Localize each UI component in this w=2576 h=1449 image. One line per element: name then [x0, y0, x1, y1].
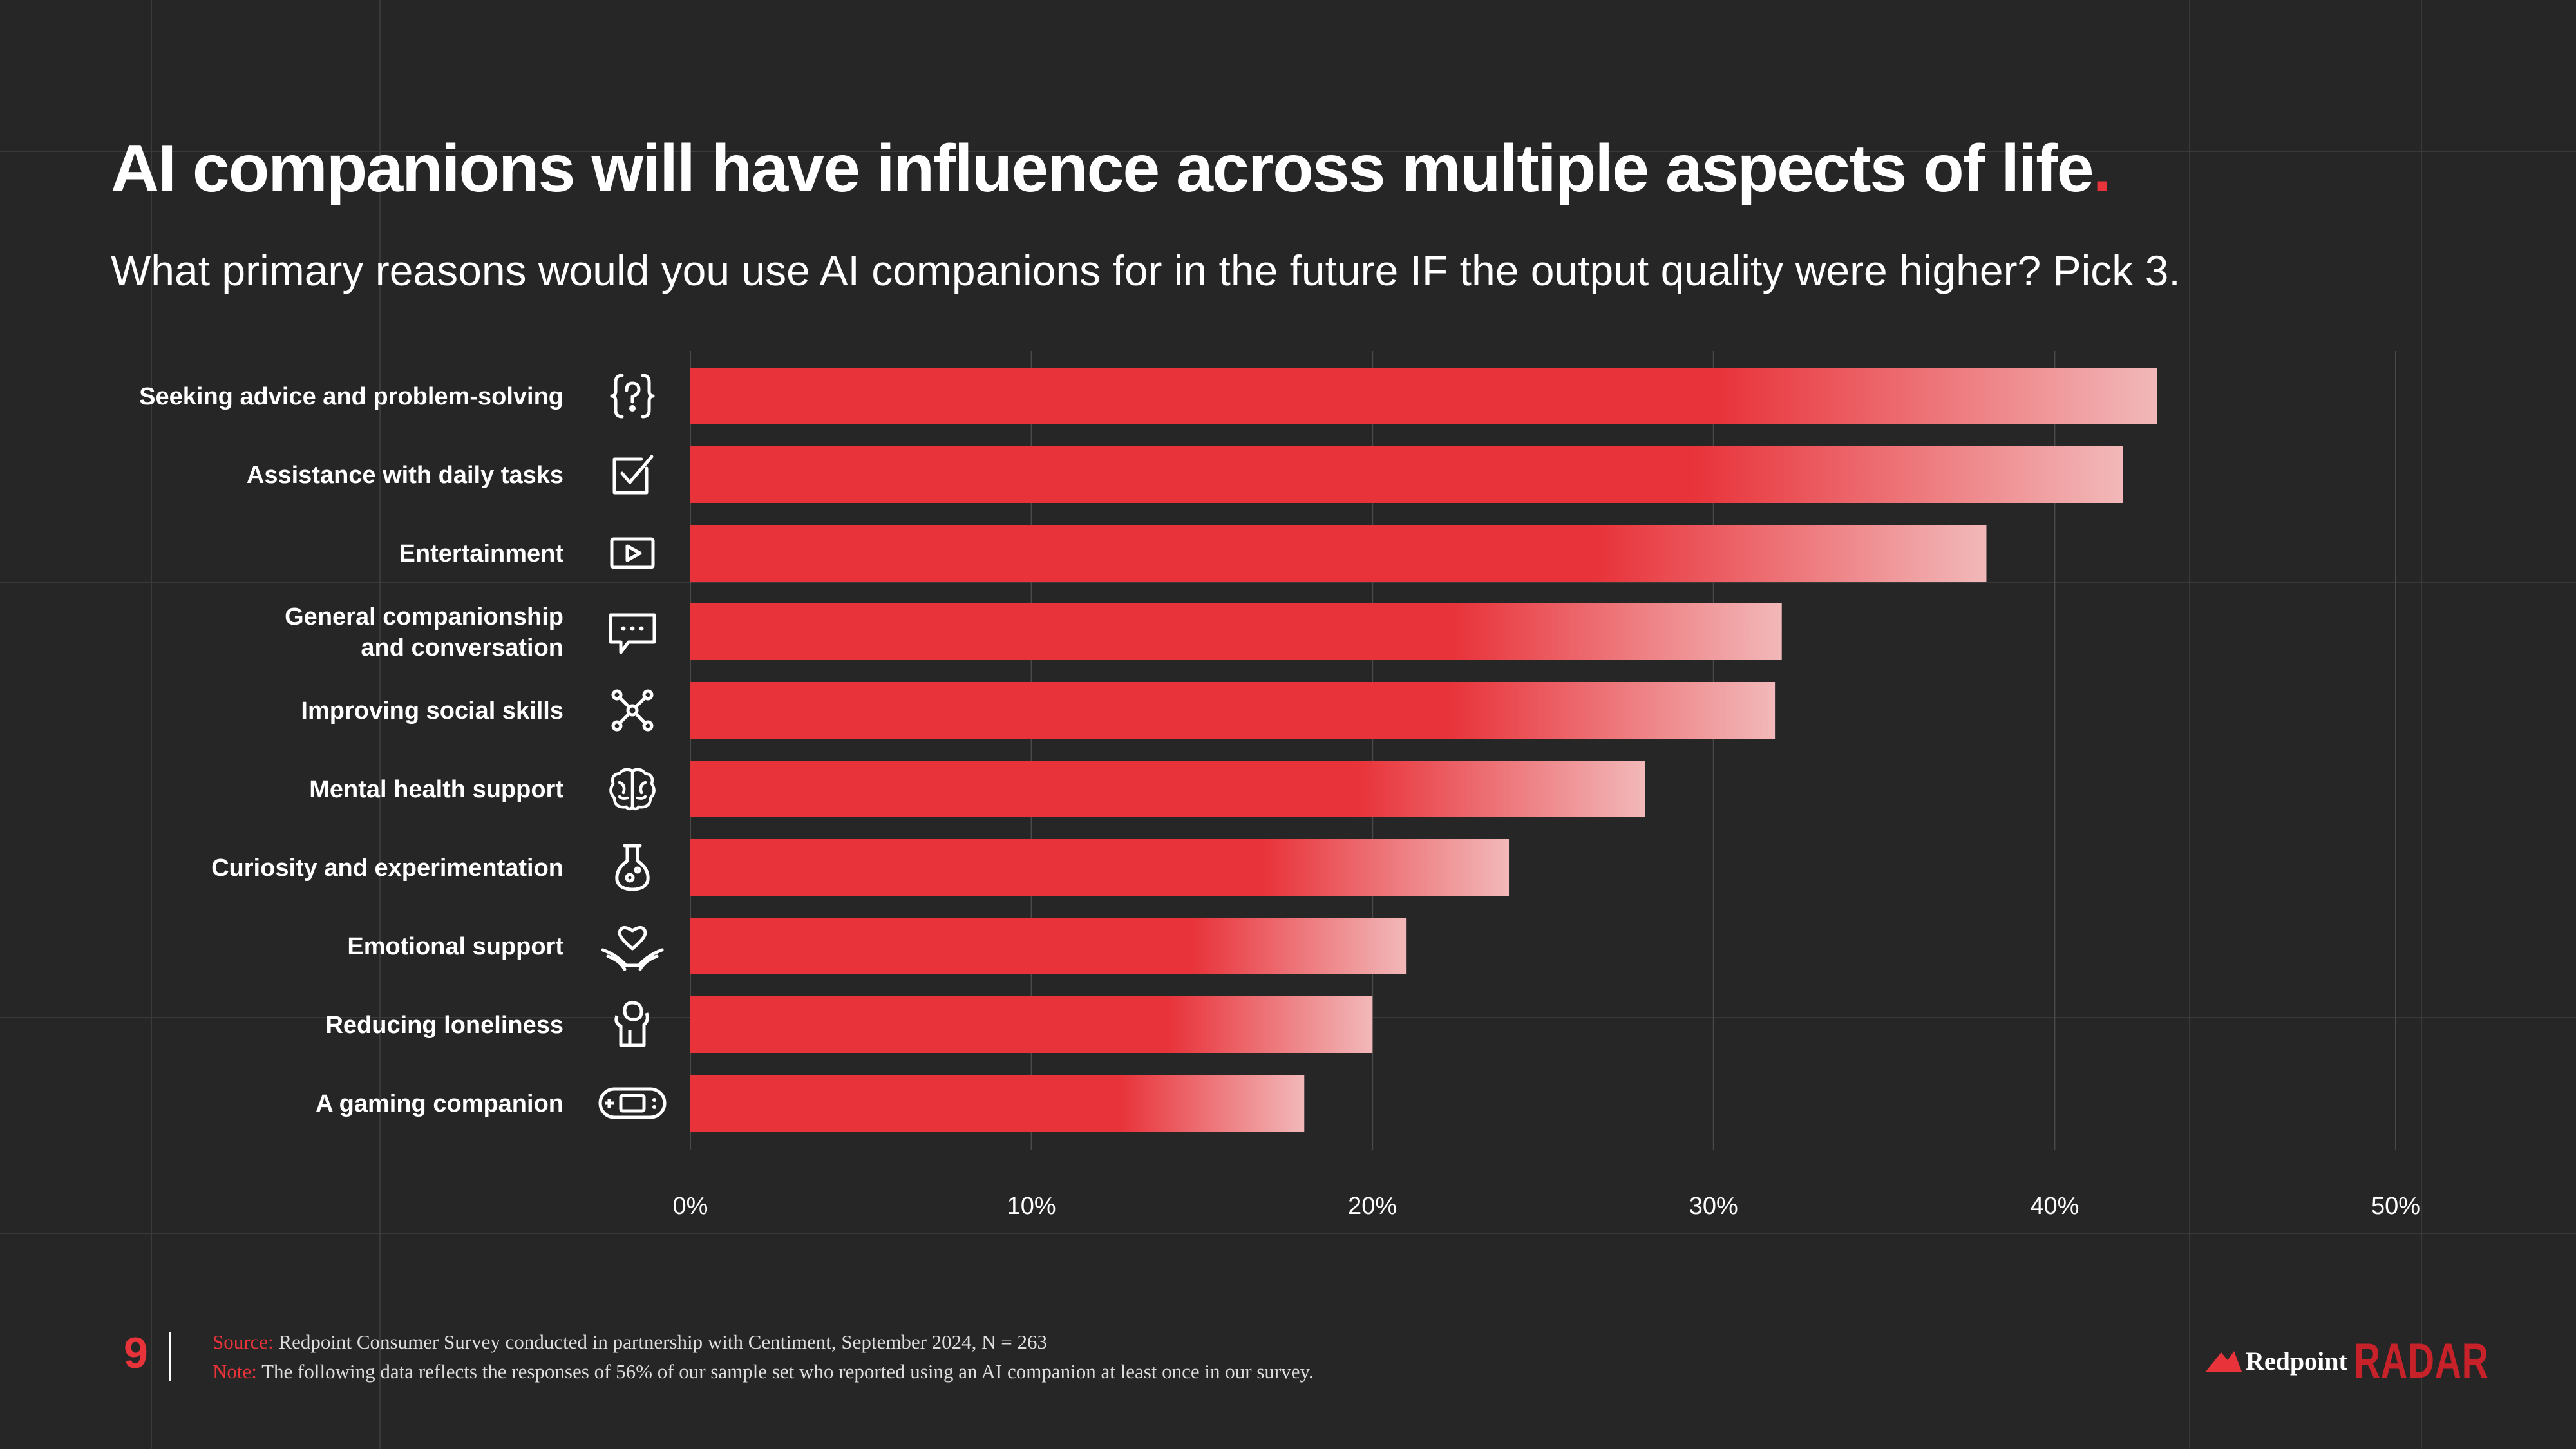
checkbox-icon [614, 457, 652, 493]
footer-divider [169, 1332, 171, 1381]
source-footnote: Source: Redpoint Consumer Survey conduct… [213, 1331, 1048, 1353]
bar [690, 761, 1645, 817]
redpoint-mountain-icon [2206, 1350, 2242, 1372]
category-label: Assistance with daily tasks [247, 462, 564, 489]
page-title: AI companions will have influence across… [111, 131, 2112, 206]
bar [690, 839, 1510, 896]
category-label: and conversation [361, 634, 564, 661]
question-bubble-icon [612, 375, 653, 417]
chart-bars [690, 368, 2157, 1132]
category-label: Mental health support [309, 776, 564, 803]
category-icons [600, 375, 665, 1117]
network-icon [613, 691, 652, 730]
bar [690, 1075, 1305, 1132]
bar [690, 682, 1776, 739]
note-footnote: Note: The following data reflects the re… [213, 1360, 1314, 1383]
x-axis-ticks: 0% 10% 20% 30% 40% 50% [673, 1193, 2420, 1220]
bar [690, 918, 1407, 974]
chart-subtitle: What primary reasons would you use AI co… [111, 247, 2181, 294]
brain-icon [611, 770, 654, 809]
category-label: Entertainment [399, 540, 564, 567]
category-label: Seeking advice and problem-solving [139, 383, 564, 410]
x-tick-label: 20% [1348, 1193, 1397, 1220]
bar [690, 368, 2157, 424]
flask-icon [617, 846, 648, 889]
category-label: Curiosity and experimentation [211, 855, 564, 882]
bar [690, 996, 1373, 1053]
x-tick-label: 40% [2030, 1193, 2079, 1220]
x-tick-label: 10% [1007, 1193, 1056, 1220]
x-tick-label: 0% [673, 1193, 708, 1220]
title-accent-dot: . [2092, 131, 2112, 206]
heart-hands-icon [603, 927, 662, 969]
brand-product: RADAR [2353, 1334, 2489, 1388]
bar [690, 603, 1782, 660]
gamepad-icon [600, 1089, 665, 1117]
bar [690, 446, 2123, 503]
category-label: Reducing loneliness [325, 1012, 564, 1039]
brand-logo: Redpoint RADAR [2206, 1333, 2533, 1389]
chat-bubble-icon [611, 615, 654, 652]
category-label: A gaming companion [316, 1090, 564, 1117]
category-label: Emotional support [347, 933, 564, 960]
category-label: General companionship [285, 603, 564, 630]
brand-name: Redpoint [2246, 1347, 2347, 1376]
person-icon [616, 1003, 647, 1045]
category-labels: Seeking advice and problem-solving Assist… [139, 383, 564, 1117]
page-number: 9 [124, 1329, 148, 1378]
x-tick-label: 30% [1689, 1193, 1738, 1220]
bar [690, 525, 1987, 582]
category-label: Improving social skills [301, 697, 564, 724]
x-tick-label: 50% [2371, 1193, 2420, 1220]
play-button-icon [612, 539, 653, 567]
